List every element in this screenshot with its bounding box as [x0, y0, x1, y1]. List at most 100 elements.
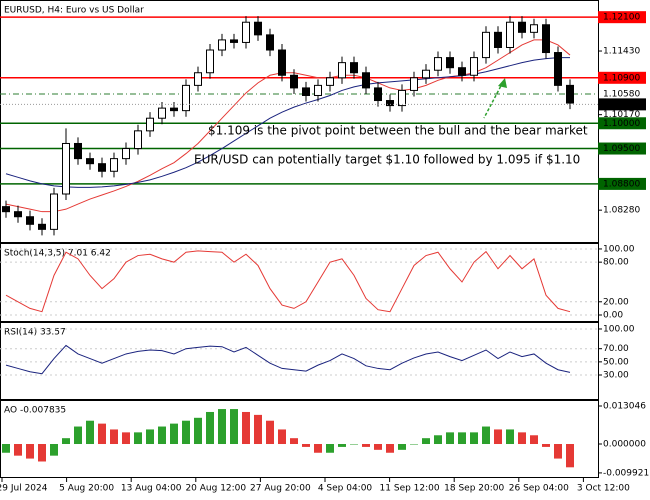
current-price-box [598, 98, 646, 111]
candle-body [170, 107, 178, 112]
ao-bar [530, 435, 538, 445]
candle-body [410, 77, 418, 91]
candle-body [218, 39, 226, 51]
candle-body [134, 130, 142, 150]
ao-bar [338, 444, 346, 447]
ao-bar [374, 444, 382, 450]
ao-bar [458, 432, 466, 445]
ao-bar [86, 420, 94, 445]
y-tick-label: 100.00 [603, 324, 635, 334]
y-tick-label: 0.013046 [603, 402, 646, 412]
ao-bar [230, 409, 238, 445]
x-tick-label: 13 Aug 04:00 [121, 484, 182, 494]
candle-body [38, 223, 46, 230]
candle-body [566, 84, 574, 104]
candle-body [146, 117, 154, 132]
candle-body [434, 57, 442, 71]
candle-body [2, 206, 10, 213]
level-label: 1.10000 [603, 119, 640, 129]
candle-body [518, 21, 526, 33]
candle-body [398, 89, 406, 107]
candle-body [494, 31, 502, 48]
x-tick-label: 26 Sep 04:00 [509, 484, 569, 494]
x-tick-label: 5 Aug 20:00 [59, 484, 114, 494]
level-label: 1.12100 [603, 13, 640, 23]
ao-bar [410, 444, 418, 445]
y-tick-label: 1.11430 [603, 47, 640, 57]
x-tick-label: 29 Jul 2024 [0, 484, 48, 494]
ao-bar [2, 444, 10, 453]
ao-bar [254, 414, 262, 445]
ao-bar [266, 420, 274, 445]
ao-bar [194, 417, 202, 445]
ao-bar [134, 432, 142, 445]
y-tick-label: -0.009921 [603, 468, 649, 478]
candle-body [182, 84, 190, 112]
y-tick-label: 0.00 [603, 310, 623, 320]
annotation: $1.109 is the pivot point between the bu… [208, 124, 588, 138]
ao-bar [470, 432, 478, 445]
candle-body [62, 142, 70, 195]
indicator-line [5, 344, 571, 375]
y-tick-label: 70.00 [603, 344, 629, 354]
arrow-head [498, 78, 507, 88]
ao-bar [542, 444, 550, 447]
ao-bar [518, 432, 526, 445]
x-tick-label: 4 Sep 04:00 [318, 484, 373, 494]
panel-frame [0, 400, 599, 478]
x-tick-label: 18 Sep 20:00 [444, 484, 504, 494]
level-label-box [598, 71, 646, 84]
ao-bar [314, 444, 322, 453]
ao-bar [566, 444, 574, 468]
panel-title: RSI(14) 33.57 [4, 328, 66, 338]
ao-bar [38, 444, 46, 462]
candle-body [194, 72, 202, 86]
ao-bar [302, 444, 310, 447]
candle-body [110, 158, 118, 172]
ao-bar [122, 432, 130, 445]
ao-bar [110, 429, 118, 445]
ao-bar [218, 409, 226, 445]
level-label: 1.08800 [603, 179, 640, 189]
level-label: 1.10580 [603, 89, 640, 99]
candle-body [86, 158, 94, 165]
y-tick-label: 80.00 [603, 258, 629, 268]
candle-body [74, 142, 82, 160]
ao-bar [554, 444, 562, 459]
level-label: 1.09500 [603, 144, 640, 154]
ao-bar [494, 429, 502, 445]
candle-body [362, 72, 370, 89]
candle-body [374, 87, 382, 102]
candle-body [482, 31, 490, 59]
candle-body [302, 87, 310, 96]
ao-bar [170, 423, 178, 445]
candle-body [554, 52, 562, 86]
candle-body [542, 24, 550, 54]
ao-bar [62, 438, 70, 445]
y-tick-label: 20.00 [603, 297, 629, 307]
candle-body [50, 193, 58, 230]
current-price-label: 1.10374 [603, 100, 640, 110]
ao-bar [50, 444, 58, 456]
x-tick-label: 20 Aug 12:00 [185, 484, 246, 494]
panel-title: Stoch(14,3,5) 7.01 6.42 [4, 249, 111, 259]
ao-bar [506, 429, 514, 445]
candle-body [446, 57, 454, 69]
ao-bar [182, 420, 190, 445]
ao-bar [74, 426, 82, 445]
candle-body [314, 84, 322, 96]
candle-body [350, 62, 358, 74]
candle-body [386, 100, 394, 107]
y-tick-label: 30.00 [603, 371, 629, 381]
ao-bar [350, 444, 358, 445]
ao-bar [386, 444, 394, 453]
candle-body [506, 21, 514, 48]
ao-bar [98, 423, 106, 445]
x-tick-label: 27 Aug 20:00 [250, 484, 311, 494]
ao-bar [146, 429, 154, 445]
x-tick-label: 3 Oct 12:00 [577, 484, 630, 494]
ao-bar [482, 426, 490, 445]
ao-bar [362, 444, 370, 447]
